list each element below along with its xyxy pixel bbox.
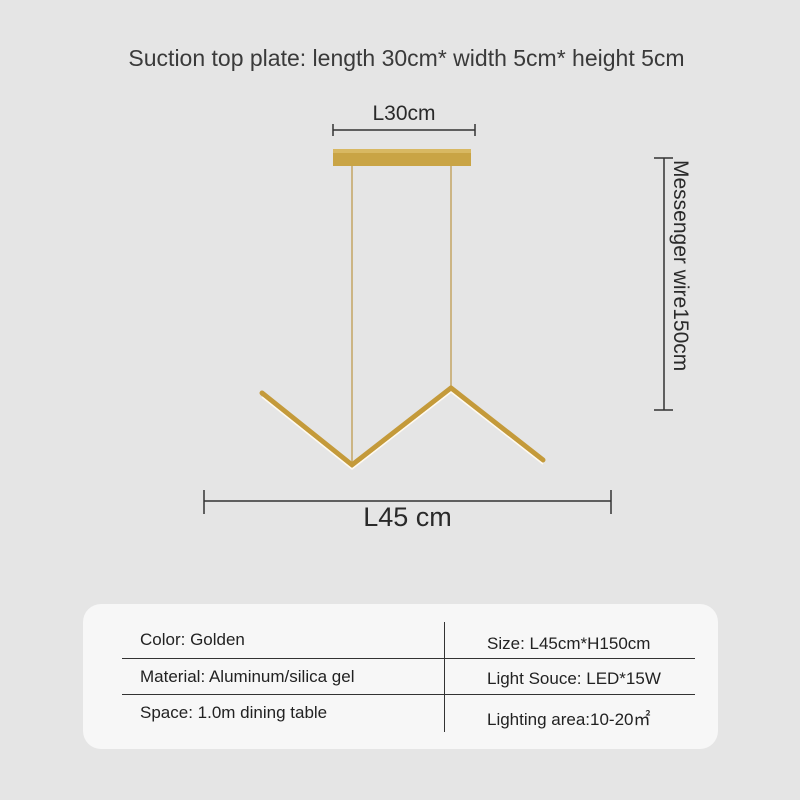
spec-space: Space: 1.0m dining table: [140, 703, 328, 722]
row-divider: [122, 694, 695, 695]
spec-table: Color: Golden Material: Aluminum/silica …: [83, 604, 718, 749]
wire-length-label: Messenger wire150cm: [669, 160, 692, 372]
column-divider: [444, 622, 445, 732]
ceiling-plate: [333, 149, 471, 166]
dimension-line-top: [332, 124, 476, 136]
spec-lighting-area: Lighting area:10-20㎡: [487, 710, 651, 729]
zigzag-lamp-body: [259, 385, 546, 468]
page-title: Suction top plate: length 30cm* width 5c…: [128, 45, 685, 71]
row-divider: [122, 658, 695, 659]
spec-light-source: Light Souce: LED*15W: [487, 669, 661, 688]
dimension-line-bottom: [203, 490, 612, 514]
plate-length-label: L30cm: [372, 102, 436, 125]
overall-length-label: L45 cm: [363, 502, 452, 532]
spec-size: Size: L45cm*H150cm: [487, 634, 651, 653]
dimension-line-right: [654, 157, 673, 411]
spec-material: Material: Aluminum/silica gel: [140, 667, 355, 686]
spec-color: Color: Golden: [140, 630, 245, 649]
